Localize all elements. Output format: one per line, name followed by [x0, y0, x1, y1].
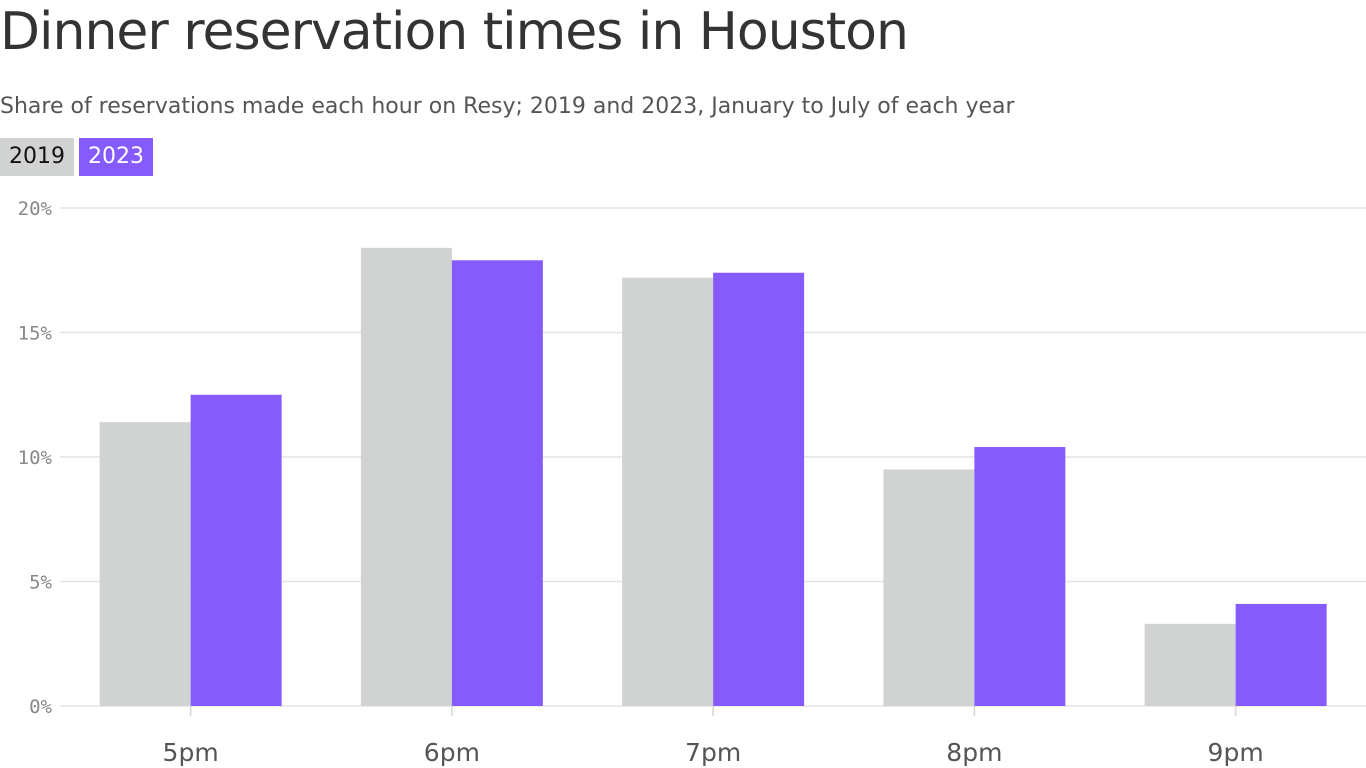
bars [99, 247, 1327, 706]
legend-item-2023: 2023 [79, 138, 153, 176]
x-tick-label: 7pm [685, 738, 741, 767]
chart-subtitle: Share of reservations made each hour on … [0, 94, 1015, 119]
bar-2023-9pm [1235, 603, 1327, 706]
y-tick-label: 15% [18, 323, 53, 345]
x-tick-label: 6pm [424, 738, 480, 767]
bar-2019-8pm [883, 469, 975, 706]
bar-2023-5pm [190, 394, 282, 706]
y-tick-label: 10% [18, 447, 53, 469]
axes: 0% 5% 10% 15% 20% 5pm 6pm 7pm 8pm 9pm [18, 198, 1264, 767]
chart-title: Dinner reservation times in Houston [0, 2, 909, 62]
y-tick-label: 20% [18, 198, 53, 220]
x-tick-label: 9pm [1208, 738, 1264, 767]
bar-2023-6pm [451, 260, 543, 706]
y-tick-label: 0% [29, 696, 52, 718]
x-tick-label: 5pm [163, 738, 219, 767]
bar-2023-7pm [713, 272, 805, 706]
bar-2019-7pm [622, 277, 714, 706]
bar-2023-8pm [974, 447, 1066, 706]
y-tick-label: 5% [29, 572, 52, 594]
bar-2019-5pm [99, 422, 191, 706]
legend-item-2019: 2019 [0, 138, 74, 176]
x-tick-label: 8pm [946, 738, 1002, 767]
bar-2019-6pm [360, 247, 452, 706]
legend: 2019 2023 [0, 138, 153, 176]
bar-2019-9pm [1144, 623, 1236, 706]
